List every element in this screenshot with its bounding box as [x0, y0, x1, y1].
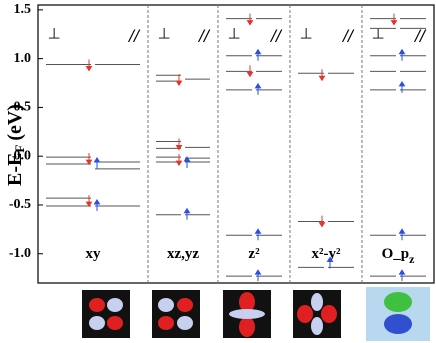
perp-symbol: ⊥ [227, 25, 240, 43]
spin-down-arrow [254, 82, 262, 95]
panel-label-main: z² [248, 246, 260, 262]
plot-frame [37, 4, 435, 284]
spin-down-arrow [254, 228, 262, 241]
spin-up-arrow [85, 59, 93, 72]
y-axis-title: E-EF (eV) [4, 104, 27, 186]
y-title-unit: (eV) [4, 104, 26, 141]
y-tick-label: -1.0 [9, 246, 31, 261]
panel-label-main: xy [86, 246, 102, 262]
orbital-image [152, 290, 200, 338]
perp-symbol: ⊥ [157, 25, 170, 43]
par-symbol: // [127, 27, 141, 45]
par-symbol: // [413, 27, 427, 45]
spin-up-arrow [246, 13, 254, 26]
spin-down-arrow [183, 207, 191, 220]
spin-up-arrow [175, 138, 183, 151]
y-title-sub: F [12, 145, 27, 153]
spin-up-arrow [318, 69, 326, 82]
par-symbol: // [269, 27, 283, 45]
spin-down-arrow [254, 48, 262, 61]
spin-up-arrow [390, 13, 398, 26]
spin-up-arrow [246, 65, 254, 78]
spin-down-arrow [398, 48, 406, 61]
spin-down-arrow [93, 157, 101, 169]
panel-label-main: O_p [382, 246, 410, 262]
spin-down-arrow [398, 269, 406, 282]
y-title-main: E-E [4, 153, 26, 186]
par-symbol: // [341, 27, 355, 45]
panel-label: O_pz [382, 246, 416, 265]
y-tick-label: 1.0 [14, 51, 32, 66]
y-tick-label: 0.5 [14, 100, 32, 115]
spin-down-arrow [183, 156, 191, 169]
y-tick-label: 1.5 [14, 2, 32, 17]
panel-label-main: x²-y² [312, 246, 341, 262]
panel-label: xy [86, 246, 102, 262]
panel-label-sub: z [409, 252, 415, 266]
spin-down-arrow [326, 256, 334, 269]
y-tick-label: 0.0 [14, 148, 32, 163]
panel-label-main: xz,yz [167, 246, 199, 262]
spin-up-arrow [175, 154, 183, 167]
spin-down-arrow [398, 228, 406, 241]
panel-label: xz,yz [167, 246, 199, 262]
orbital-image [82, 290, 130, 338]
spin-up-arrow [85, 153, 93, 166]
spin-down-arrow [254, 269, 262, 282]
y-tick-label: -0.5 [9, 197, 31, 212]
par-symbol: // [197, 27, 211, 45]
spin-up-arrow [318, 215, 326, 228]
spin-down-arrow [398, 80, 406, 93]
panel-label: x²-y² [312, 246, 341, 262]
spin-up-arrow [175, 74, 183, 87]
perp-symbol: ⊥ [47, 25, 60, 43]
spin-up-arrow [85, 195, 93, 208]
perp-symbol: ⊥ [371, 25, 384, 43]
orbital-images [82, 287, 430, 341]
perp-symbol: ⊥ [299, 25, 312, 43]
panel-label: z² [248, 246, 260, 262]
spin-down-arrow [93, 198, 101, 211]
